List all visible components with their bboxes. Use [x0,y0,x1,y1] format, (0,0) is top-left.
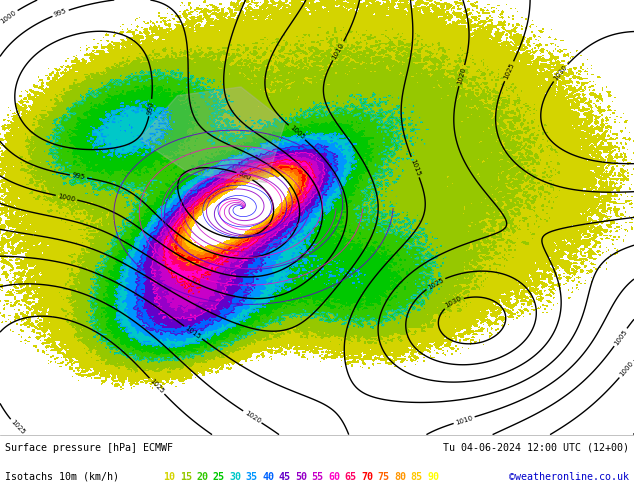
Text: 1020: 1020 [456,66,467,85]
Text: 40: 40 [262,472,275,482]
Text: Isotachs 10m (km/h): Isotachs 10m (km/h) [5,472,119,482]
Text: 1030: 1030 [444,295,463,309]
Text: 1000: 1000 [0,9,18,24]
Text: Surface pressure [hPa] ECMWF: Surface pressure [hPa] ECMWF [5,443,173,453]
Text: 1025: 1025 [10,419,26,436]
Text: 50: 50 [295,472,307,482]
Text: 65: 65 [345,472,357,482]
Text: 1010: 1010 [331,42,346,60]
Text: 20: 20 [197,472,209,482]
Text: 55: 55 [312,472,324,482]
Text: 1015: 1015 [409,158,421,176]
Text: 995: 995 [53,8,68,18]
Polygon shape [139,87,285,183]
Text: Tu 04-06-2024 12:00 UTC (12+00): Tu 04-06-2024 12:00 UTC (12+00) [443,443,629,453]
Text: 85: 85 [411,472,423,482]
Text: 1010: 1010 [455,415,474,426]
Text: 990: 990 [237,171,252,181]
Text: 10: 10 [164,472,176,482]
Text: 995: 995 [72,172,86,181]
Text: 1005: 1005 [288,124,306,141]
Text: 90: 90 [427,472,439,482]
Text: 1025: 1025 [503,62,515,80]
Text: 15: 15 [180,472,192,482]
Text: ©weatheronline.co.uk: ©weatheronline.co.uk [509,472,629,482]
Text: 30: 30 [230,472,242,482]
Text: 1000: 1000 [618,361,634,378]
Text: 1030: 1030 [552,64,568,81]
Text: 990: 990 [146,100,155,115]
Text: 70: 70 [361,472,373,482]
Text: 60: 60 [328,472,340,482]
Text: 1020: 1020 [243,410,261,424]
Text: 25: 25 [213,472,225,482]
Text: 1025: 1025 [426,276,444,291]
Text: 1025: 1025 [148,378,165,394]
Text: 75: 75 [378,472,390,482]
Text: 35: 35 [246,472,258,482]
Text: 1000: 1000 [57,193,76,202]
Text: 45: 45 [279,472,291,482]
Text: 1005: 1005 [613,328,628,346]
Text: 80: 80 [394,472,406,482]
Text: 1015: 1015 [184,325,202,340]
